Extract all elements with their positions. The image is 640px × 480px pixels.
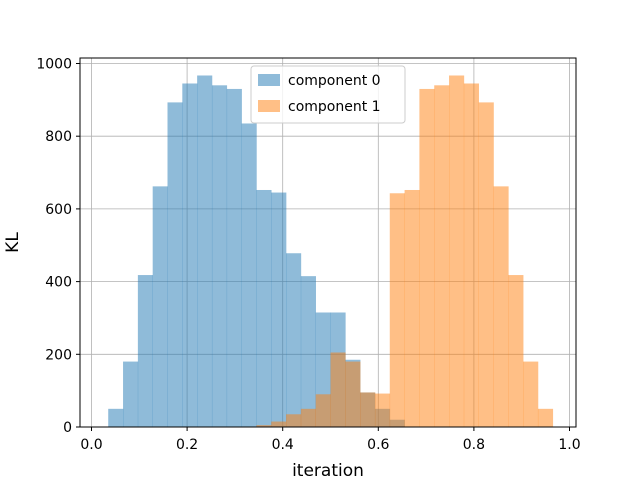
bar-series-0-bin-5 xyxy=(182,83,198,428)
bar-series-0-bin-8 xyxy=(226,88,242,427)
bar-series-1-bin-2 xyxy=(286,414,302,427)
bar-series-1-bin-10 xyxy=(404,189,420,427)
x-axis-label: iteration xyxy=(292,461,364,480)
bar-series-1-bin-7 xyxy=(360,392,376,427)
bar-series-0-bin-12 xyxy=(286,253,302,427)
x-tick-label-2: 0.4 xyxy=(272,437,294,453)
bar-series-1-bin-0 xyxy=(256,425,272,427)
bar-series-0-bin-4 xyxy=(167,102,183,427)
bar-series-0-bin-11 xyxy=(271,192,287,427)
bar-series-1-bin-1 xyxy=(271,421,287,427)
plot-frame xyxy=(79,57,577,428)
bar-series-1-bin-15 xyxy=(478,102,494,427)
bar-series-0-bin-6 xyxy=(197,75,213,428)
bar-series-1-bin-5 xyxy=(330,352,346,427)
x-tick-label-5: 1.0 xyxy=(558,437,580,453)
bar-series-1-bin-4 xyxy=(315,394,331,427)
y-tick-label-4: 800 xyxy=(45,129,72,145)
y-tick-label-5: 1000 xyxy=(36,57,72,73)
bar-series-0-bin-10 xyxy=(256,189,272,427)
y-tick-label-0: 0 xyxy=(63,420,72,436)
bar-series-1-bin-14 xyxy=(463,83,479,428)
bar-series-1-bin-8 xyxy=(374,393,391,427)
y-tick-label-1: 200 xyxy=(45,347,72,363)
x-tick-label-0: 0.0 xyxy=(80,437,102,453)
bar-series-0-bin-1 xyxy=(123,361,139,427)
bar-series-1-bin-6 xyxy=(345,361,361,427)
legend-box xyxy=(250,65,406,124)
histogram-bars xyxy=(108,75,554,428)
x-tick-label-4: 0.8 xyxy=(463,437,485,453)
bar-series-1-bin-16 xyxy=(493,186,509,427)
bar-series-1-bin-18 xyxy=(523,361,539,427)
legend-swatch-1 xyxy=(258,100,280,112)
axis-ticks: 0.0 0.2 0.4 0.6 0.8 1.0 0 200 400 600 800 1000 xyxy=(36,57,580,454)
bar-series-0-bin-9 xyxy=(241,123,257,427)
legend-swatch-0 xyxy=(258,74,280,86)
x-tick-label-3: 0.6 xyxy=(367,437,389,453)
bar-series-1-bin-9 xyxy=(389,193,405,427)
bar-series-0-bin-0 xyxy=(108,408,124,427)
bar-series-1-bin-11 xyxy=(419,88,435,427)
legend: component 0 component 1 xyxy=(250,65,406,124)
legend-label-0: component 0 xyxy=(288,73,381,89)
bar-series-1-bin-12 xyxy=(434,85,450,427)
bar-series-0-bin-3 xyxy=(152,186,168,427)
bar-series-1-bin-13 xyxy=(449,75,465,428)
bar-series-0-bin-13 xyxy=(300,276,316,427)
x-tick-label-1: 0.2 xyxy=(176,437,198,453)
legend-label-1: component 1 xyxy=(288,99,381,115)
bar-series-1-bin-19 xyxy=(537,408,554,427)
y-axis-label: KL xyxy=(3,232,23,253)
bar-series-1-bin-3 xyxy=(300,408,316,427)
bar-series-0-bin-2 xyxy=(137,275,153,427)
bar-series-1-bin-17 xyxy=(508,275,524,427)
y-tick-label-3: 600 xyxy=(45,202,72,218)
y-tick-label-2: 400 xyxy=(45,275,72,291)
bar-series-0-bin-7 xyxy=(211,85,228,427)
